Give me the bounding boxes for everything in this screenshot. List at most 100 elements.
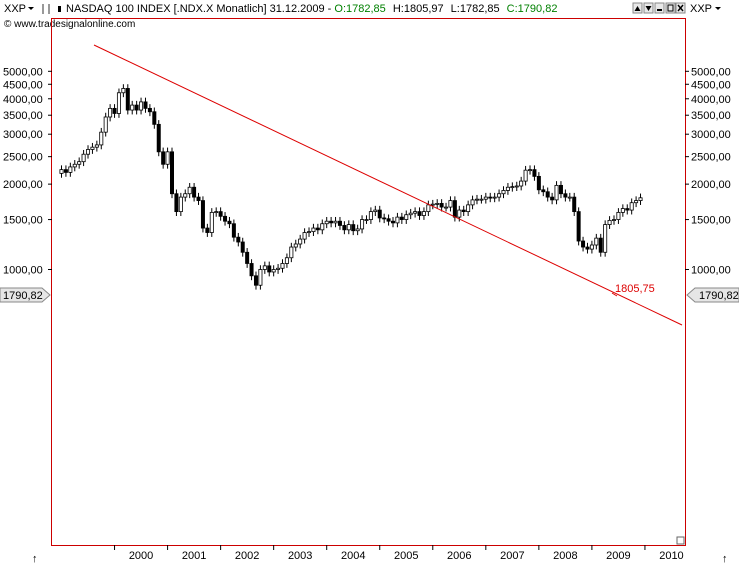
x-tick-label: 2004 (341, 550, 365, 562)
candle-body (355, 228, 360, 232)
grip-icon (42, 4, 44, 14)
candle-body (536, 175, 541, 191)
candle-body (333, 220, 338, 224)
candle-body (598, 237, 603, 253)
candle-body (72, 163, 77, 168)
high-value: H:1805,97 (393, 3, 444, 15)
trendline (93, 44, 683, 326)
candle-body (165, 151, 170, 165)
candle-body (121, 88, 126, 94)
candle-body (474, 198, 479, 201)
candle-body (94, 144, 99, 148)
candle-body (130, 104, 135, 111)
candle-icon (58, 6, 61, 12)
candle-body (572, 196, 577, 213)
candle-body (452, 200, 457, 218)
candle-body (139, 101, 144, 111)
y-tick-label-right: 3500,00 (691, 110, 731, 122)
y-tick-label-left: 5000,00 (3, 66, 43, 78)
candle-body (86, 149, 91, 155)
x-tick-label: 2007 (500, 550, 524, 562)
candle-body (284, 257, 289, 264)
y-tick-label-left: 4000,00 (3, 94, 43, 106)
symbol-selector[interactable]: XXP (4, 3, 26, 15)
candle-body (337, 220, 342, 226)
candle-body (413, 211, 418, 214)
y-tick-label-left: 4500,00 (3, 79, 43, 91)
trendline-marker (611, 292, 618, 297)
candle-body (404, 214, 409, 220)
candle-body (368, 211, 373, 220)
candle-body (421, 211, 426, 216)
candle-body (541, 189, 546, 193)
candle-body (315, 227, 320, 231)
candle-body (320, 223, 325, 231)
candle-body (134, 104, 139, 111)
candle-body (514, 185, 519, 188)
candle-body (99, 131, 104, 146)
candle-body (519, 180, 524, 187)
chevron-down-icon-right[interactable] (715, 7, 721, 10)
candle-body (351, 224, 356, 232)
x-tick-label: 2003 (288, 550, 312, 562)
y-tick-label-left: 1000,00 (3, 264, 43, 276)
maximize-button[interactable] (665, 2, 676, 14)
candle-body (214, 211, 219, 214)
candle-body (439, 203, 444, 208)
candle-body (174, 193, 179, 213)
candle-body (276, 267, 281, 270)
candle-body (620, 208, 625, 213)
candle-body (625, 208, 630, 211)
candles (59, 84, 643, 290)
candle-body (200, 200, 205, 229)
title-text: NASDAQ 100 INDEX [.NDX.X Monatlich] 31.1… (66, 3, 332, 15)
candle-body (302, 232, 307, 240)
x-tick-label: 2002 (235, 550, 259, 562)
candle-body (218, 211, 223, 217)
candle-body (63, 169, 68, 173)
candle-body (364, 219, 369, 221)
candle-body (178, 196, 183, 213)
y-tick-label-left: 2500,00 (3, 152, 43, 164)
candle-body (231, 223, 236, 238)
candle-body (240, 241, 245, 253)
candle-body (528, 169, 533, 172)
price-tag-right: 1790,82 (686, 287, 739, 303)
candle-body (196, 196, 201, 201)
candle-body (426, 204, 431, 213)
candle-body (386, 218, 391, 222)
y-tick-label-right: 2500,00 (691, 152, 731, 164)
candle-body (488, 196, 493, 199)
candle-body (342, 225, 347, 231)
candle-body (399, 216, 404, 220)
candle-body (589, 244, 594, 250)
resize-grip-icon[interactable] (676, 536, 685, 545)
candle-body (461, 209, 466, 213)
candle-body (205, 227, 210, 233)
minimize-button[interactable] (654, 2, 665, 14)
candle-body (280, 263, 285, 269)
candle-body (444, 206, 449, 209)
chevron-down-icon[interactable] (28, 7, 34, 10)
y-tick-label-right: 5000,00 (691, 66, 731, 78)
candle-body (112, 107, 117, 114)
candle-body (612, 219, 617, 221)
y-tick-label-left: 2000,00 (3, 179, 43, 191)
candle-body (156, 123, 161, 153)
scroll-arrow-right[interactable]: ↑ (722, 553, 728, 565)
candle-body (558, 184, 563, 195)
right-symbol-selector[interactable]: XXP (690, 3, 712, 15)
candle-body (143, 101, 148, 109)
candle-body (267, 265, 272, 273)
y-tick-label-left: 1500,00 (3, 215, 43, 227)
candle-body (169, 151, 174, 195)
candle-body (271, 269, 276, 273)
candle-body (262, 265, 267, 270)
y-tick-label-right: 4000,00 (691, 94, 731, 106)
x-tick-label: 2005 (394, 550, 418, 562)
candle-body (253, 275, 258, 286)
scroll-arrow-left[interactable]: ↑ (32, 553, 38, 565)
candle-body (346, 224, 351, 231)
candle-body (417, 211, 422, 216)
